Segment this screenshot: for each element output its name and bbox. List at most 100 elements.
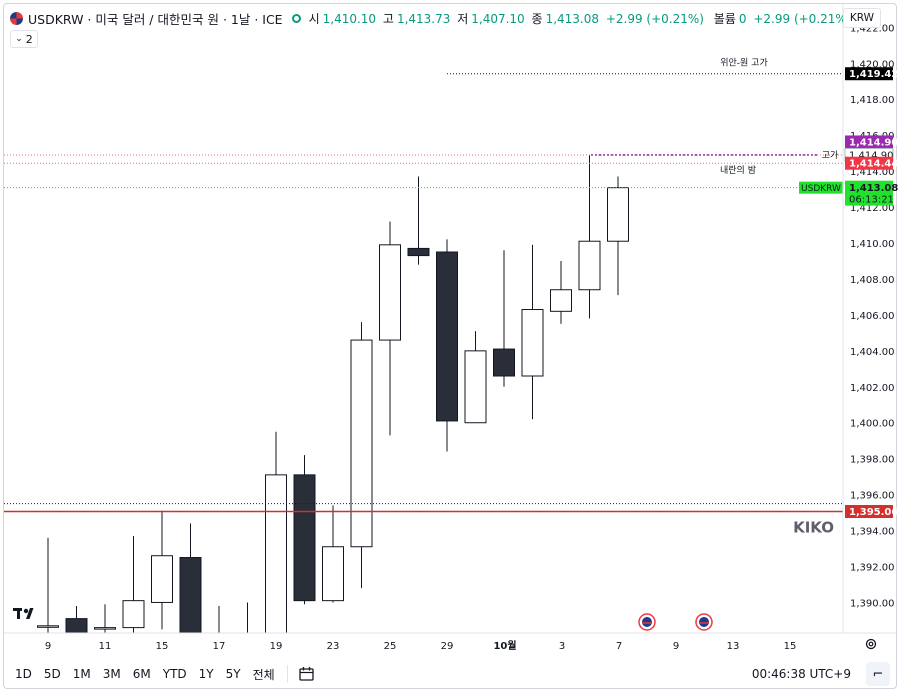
candle-body: [122, 600, 145, 629]
range-1d-button[interactable]: 1D: [15, 667, 32, 681]
price-tick-label: 1,410.00: [850, 239, 895, 250]
candle[interactable]: [379, 221, 401, 436]
economic-event-flag-icon[interactable]: [695, 613, 713, 631]
candle[interactable]: [265, 431, 287, 646]
low-value: 1,407.10: [471, 11, 525, 26]
price-tick-label: 1,408.00: [850, 275, 895, 286]
candle-body: [94, 627, 116, 630]
time-axis[interactable]: 9 11 15 17 19 23 25 29 10월 3 7 9 13 15: [4, 613, 896, 652]
candle-body: [521, 309, 544, 377]
price-tick-label: 1,406.00: [850, 311, 895, 322]
candle[interactable]: [179, 523, 202, 642]
candle-body: [607, 187, 629, 242]
candle-body: [550, 289, 572, 312]
volume-value: 0: [738, 11, 747, 26]
chevron-down-icon: ⌄: [15, 34, 23, 44]
market-open-status-icon: [291, 13, 301, 23]
candle[interactable]: [550, 260, 572, 324]
hwan-night-price-tag[interactable]: 1,414.44: [845, 156, 898, 170]
price-tick-label: 1,396.00: [850, 491, 895, 502]
candle-body: [209, 637, 230, 639]
settings-gear-icon[interactable]: [864, 637, 878, 651]
candle-body: [179, 557, 202, 633]
candle[interactable]: [436, 239, 458, 452]
candle[interactable]: [237, 602, 258, 643]
kiko-price-tag-text: 1,395.06: [849, 507, 898, 518]
candle[interactable]: [350, 322, 373, 589]
candle-body: [265, 474, 287, 633]
economic-event-flag-icon[interactable]: [638, 613, 656, 631]
candle[interactable]: [493, 250, 515, 387]
range-1m-button[interactable]: 1M: [72, 667, 91, 681]
timezone-clock[interactable]: 00:46:38 UTC+9: [751, 667, 851, 681]
indicators-collapse-button[interactable]: ⌄ 2: [10, 30, 38, 48]
candle[interactable]: [578, 154, 601, 319]
symbol-title[interactable]: USDKRW · 미국 달러 / 대한민국 원 · 1날 · ICE: [28, 11, 283, 27]
candle-body: [407, 247, 430, 257]
ohlc-values: 시 1,410.10 고 1,413.73 저 1,407.10 종 1,413.08 …: [309, 10, 855, 27]
recent-high-price-tag-text: 1,414.90: [849, 137, 898, 148]
close-value: 1,413.08: [545, 11, 599, 26]
range-5d-button[interactable]: 5D: [43, 667, 61, 681]
candle[interactable]: [407, 176, 430, 265]
candle[interactable]: [607, 176, 629, 296]
price-tick-label: 1,398.00: [850, 455, 895, 466]
range-1y-button[interactable]: 1Y: [198, 667, 214, 681]
high-label: 고: [382, 11, 394, 26]
candle[interactable]: [209, 606, 230, 647]
kiko-price-tag[interactable]: 1,395.06: [845, 505, 898, 519]
time-tick-label: 15: [784, 641, 797, 652]
range-ytd-button[interactable]: YTD: [162, 667, 187, 681]
candle[interactable]: [94, 604, 116, 636]
price-tick-label: 1,394.00: [850, 527, 895, 538]
range-3m-button[interactable]: 3M: [102, 667, 121, 681]
candle[interactable]: [464, 331, 487, 424]
price-tick-label: 1,400.00: [850, 419, 895, 430]
price-tick-label: 1,392.00: [850, 563, 895, 574]
candle[interactable]: [151, 510, 173, 630]
cny-high-price-tag-text: 1,419.42: [849, 69, 898, 80]
price-tick-label: 1,414.00: [850, 167, 895, 178]
range-all-button[interactable]: 전체: [252, 667, 275, 682]
recent-high-price-tag[interactable]: 1,414.90: [845, 135, 898, 149]
cny-high-price-tag[interactable]: 1,419.42: [845, 67, 898, 81]
candle[interactable]: [37, 537, 59, 639]
event-flag-fill: [642, 617, 652, 627]
last-price-tag-text: 1,413.08: [849, 183, 898, 194]
recent-high-label: 고가: [822, 150, 839, 161]
price-axis[interactable]: 1,422.001,420.001,418.001,416.001,414.00…: [842, 4, 898, 633]
last-price-symbol-tag: [799, 181, 843, 194]
tradingview-logo-icon[interactable]: [13, 605, 39, 621]
price-tick-label: 1,420.00: [850, 59, 895, 70]
currency-button[interactable]: KRW: [843, 8, 881, 28]
symbol-legend: USDKRW · 미국 달러 / 대한민국 원 · 1날 · ICE 시 1,41…: [10, 8, 855, 28]
candle[interactable]: [65, 606, 88, 638]
candle-body: [350, 339, 373, 548]
last-price-tag-bg: [845, 180, 893, 206]
time-tick-label: 19: [270, 641, 283, 652]
candle-body: [436, 251, 458, 422]
auto-scale-icon[interactable]: ⌐: [866, 662, 890, 686]
candle[interactable]: [521, 244, 544, 420]
candle-body: [65, 618, 88, 633]
hwan-night-label: 내란의 밤: [720, 164, 756, 176]
volume-change: +2.99 (+0.21%): [753, 11, 852, 26]
time-tick-label: 3: [559, 641, 565, 652]
candle-body: [237, 637, 258, 639]
recent-high-axis-tag-text: 1,414.90: [849, 150, 894, 161]
currency-flag-icon: [10, 11, 23, 25]
candle-body: [379, 244, 401, 341]
range-6m-button[interactable]: 6M: [132, 667, 151, 681]
time-tick-label: 9: [673, 641, 679, 652]
range-5y-button[interactable]: 5Y: [225, 667, 241, 681]
time-tick-label: 13: [727, 641, 740, 652]
chart-frame: [3, 3, 897, 689]
candle[interactable]: [293, 455, 316, 605]
price-tick-label: 1,404.00: [850, 347, 895, 358]
calendar-goto-icon[interactable]: [298, 666, 316, 682]
candle[interactable]: [122, 535, 145, 633]
candle[interactable]: [322, 505, 344, 603]
time-tick-label: 7: [616, 641, 622, 652]
